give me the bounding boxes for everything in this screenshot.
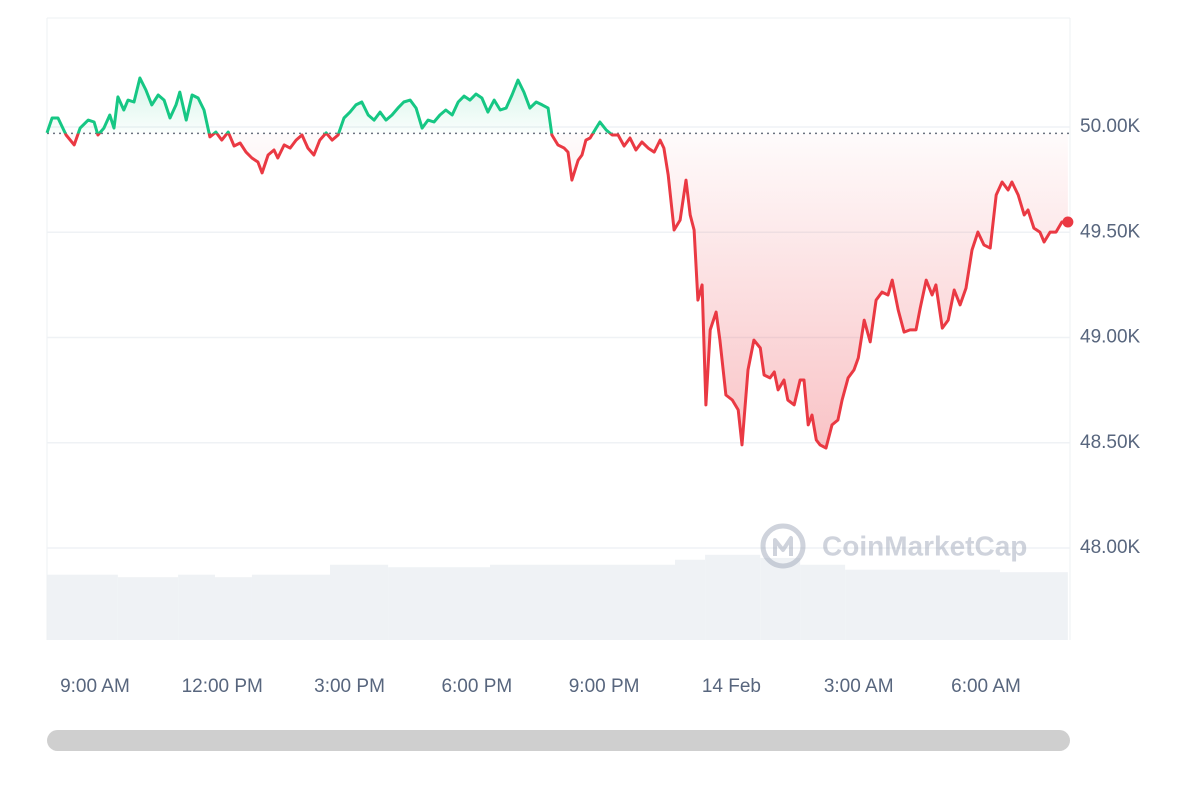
volume-bar [705, 554, 761, 640]
last-price-dot [1062, 216, 1074, 228]
y-tick-label: 50.00K [1080, 116, 1141, 137]
watermark-text: CoinMarketCap [822, 530, 1027, 561]
volume-bar [251, 574, 331, 640]
x-tick-label: 9:00 AM [60, 676, 130, 697]
x-tick-label: 3:00 PM [314, 676, 385, 697]
x-tick-label: 3:00 AM [824, 676, 894, 697]
volume-bar [388, 567, 490, 640]
watermark-logo [760, 523, 806, 569]
x-tick-label: 6:00 AM [951, 676, 1021, 697]
watermark: CoinMarketCap [760, 523, 1027, 569]
x-tick-label: 12:00 PM [182, 676, 263, 697]
volume-bar [47, 574, 118, 640]
y-tick-label: 49.50K [1080, 221, 1141, 242]
x-tick-label: 6:00 PM [441, 676, 512, 697]
volume-bar [999, 572, 1068, 640]
volume-bar [489, 564, 675, 640]
volume-bar [215, 577, 252, 640]
area-fill [47, 78, 1068, 448]
volume-bar [760, 557, 801, 640]
volume-bar [117, 577, 179, 640]
y-tick-label: 48.50K [1080, 432, 1141, 453]
volume-bar [845, 569, 1000, 640]
volume-bar [800, 564, 846, 640]
x-tick-label: 9:00 PM [569, 676, 640, 697]
volume-bar [330, 564, 389, 640]
volume-bar [178, 574, 216, 640]
volume-bar [674, 559, 706, 640]
x-tick-label: 14 Feb [702, 676, 761, 697]
scrollbar[interactable] [47, 730, 1070, 751]
price-line [45, 76, 1068, 450]
y-tick-label: 48.00K [1080, 537, 1141, 558]
watermark-logo-m [773, 536, 793, 556]
y-tick-label: 49.00K [1080, 327, 1141, 348]
